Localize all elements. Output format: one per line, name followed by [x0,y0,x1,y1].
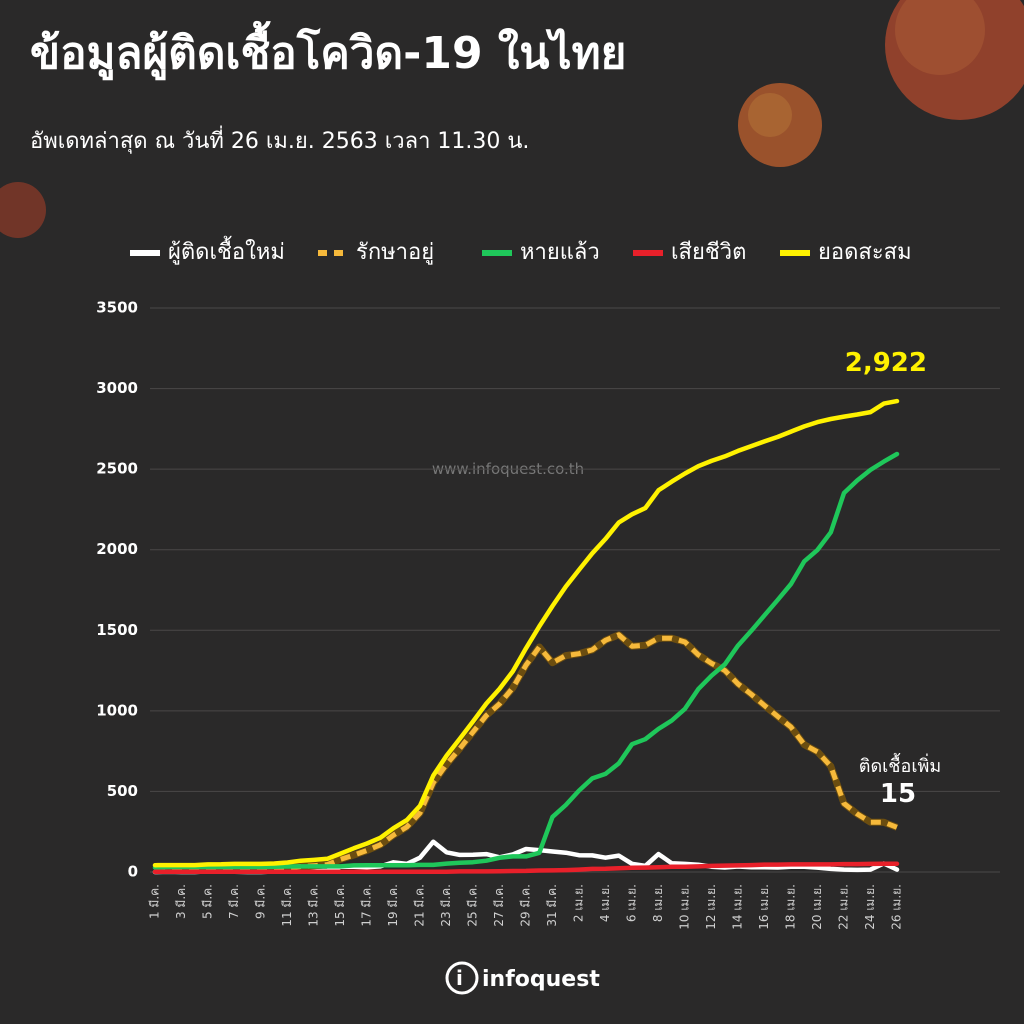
x-tick-label: 3 มี.ค. [174,884,188,919]
x-tick-label: 21 มี.ค. [413,884,427,927]
legend-label: ยอดสะสม [818,240,912,265]
x-tick-label: 25 มี.ค. [466,884,480,927]
legend-label: รักษาอยู่ [356,240,434,265]
series-line [152,861,900,875]
y-tick-label: 2500 [96,460,138,478]
y-tick-label: 0 [128,863,138,881]
x-tick-label: 5 มี.ค. [201,884,215,919]
x-tick-label: 9 มี.ค. [254,884,268,919]
x-tick-label: 18 เม.ย. [784,884,798,930]
y-tick-label: 1000 [96,701,138,719]
x-tick-label: 7 มี.ค. [227,884,241,919]
virus-decoration [0,0,1024,238]
chart-subtitle: อัพเดทล่าสุด ณ วันที่ 26 เม.ย. 2563 เวลา… [30,125,529,154]
x-tick-label: 27 มี.ค. [492,884,506,927]
x-tick-label: 31 มี.ค. [545,884,559,927]
y-tick-label: 1500 [96,621,138,639]
x-tick-label: 19 มี.ค. [386,884,400,927]
legend-label: ผู้ติดเชื้อใหม่ [168,236,285,265]
logo: i infoquest [445,961,600,995]
value-label: 2,922 [845,348,927,378]
y-tick-label: 2000 [96,540,138,558]
x-tick-label: 14 เม.ย. [731,884,745,930]
x-tick-label: 26 เม.ย. [890,884,904,930]
x-tick-label: 11 มี.ค. [280,884,294,927]
x-tick-label: 8 เม.ย. [651,884,665,922]
x-tick-label: 22 เม.ย. [837,884,851,930]
x-tick-label: 1 มี.ค. [148,884,162,919]
series-line [152,451,900,870]
series-line [152,398,900,868]
x-tick-label: 2 เม.ย. [572,884,586,922]
legend-label: หายแล้ว [520,240,600,265]
x-tick-label: 17 มี.ค. [360,884,374,927]
x-tick-label: 6 เม.ย. [625,884,639,922]
x-tick-label: 24 เม.ย. [863,884,877,930]
x-tick-label: 20 เม.ย. [810,884,824,930]
x-tick-label: 16 เม.ย. [757,884,771,930]
y-tick-label: 3500 [96,299,138,317]
y-tick-label: 3000 [96,379,138,397]
legend-label: เสียชีวิต [671,240,746,265]
logo-icon: i [456,966,463,990]
y-tick-label: 500 [107,782,138,800]
x-tick-label: 12 เม.ย. [704,884,718,930]
x-tick-label: 15 มี.ค. [333,884,347,927]
x-tick-label: 4 เม.ย. [598,884,612,922]
x-tick-label: 23 มี.ค. [439,884,453,927]
value-label: 15 [880,779,916,809]
annotation: ติดเชื้อเพิ่ม [859,753,941,777]
logo-text: infoquest [482,967,600,992]
x-tick-label: 29 มี.ค. [519,884,533,927]
x-tick-label: 10 เม.ย. [678,884,692,930]
chart-title: ข้อมูลผู้ติดเชื้อโควิด-19 ในไทย [30,20,626,80]
x-tick-label: 13 มี.ค. [307,884,321,927]
